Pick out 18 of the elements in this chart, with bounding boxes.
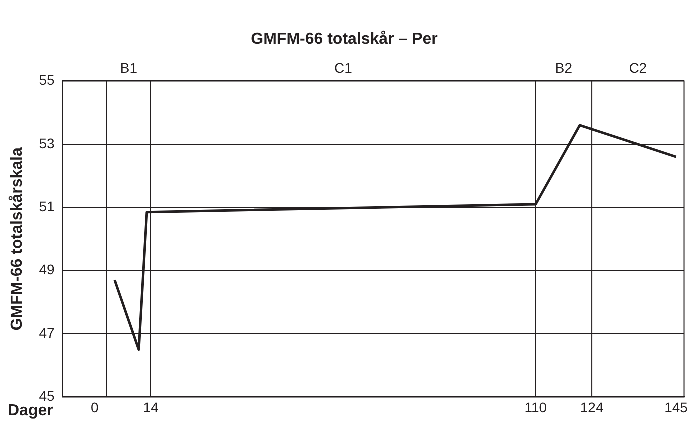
y-tick-label: 47	[39, 324, 55, 341]
text: B2	[555, 60, 573, 76]
x-tick-label: 145	[664, 399, 688, 416]
y-tick-label: 53	[39, 135, 55, 152]
x-tick-label: 124	[580, 399, 604, 416]
x-tick-label: 0	[90, 399, 99, 416]
text: C2	[629, 60, 648, 76]
y-tick-label: 55	[39, 72, 55, 88]
text: B1	[120, 60, 138, 76]
y-tick-label: 45	[39, 388, 55, 404]
chart-title: GMFM-66 totalskår – Per	[251, 30, 438, 48]
x-tick-label: 110	[524, 399, 548, 416]
y-tick-label: 51	[39, 198, 55, 214]
y-tick-label: 49	[39, 262, 55, 278]
x-tick-label: 14	[143, 399, 159, 416]
x-axis-title: Dager	[8, 402, 54, 420]
text: C1	[334, 60, 353, 76]
y-axis-title: GMFM-66 totalskårskala	[8, 148, 26, 331]
